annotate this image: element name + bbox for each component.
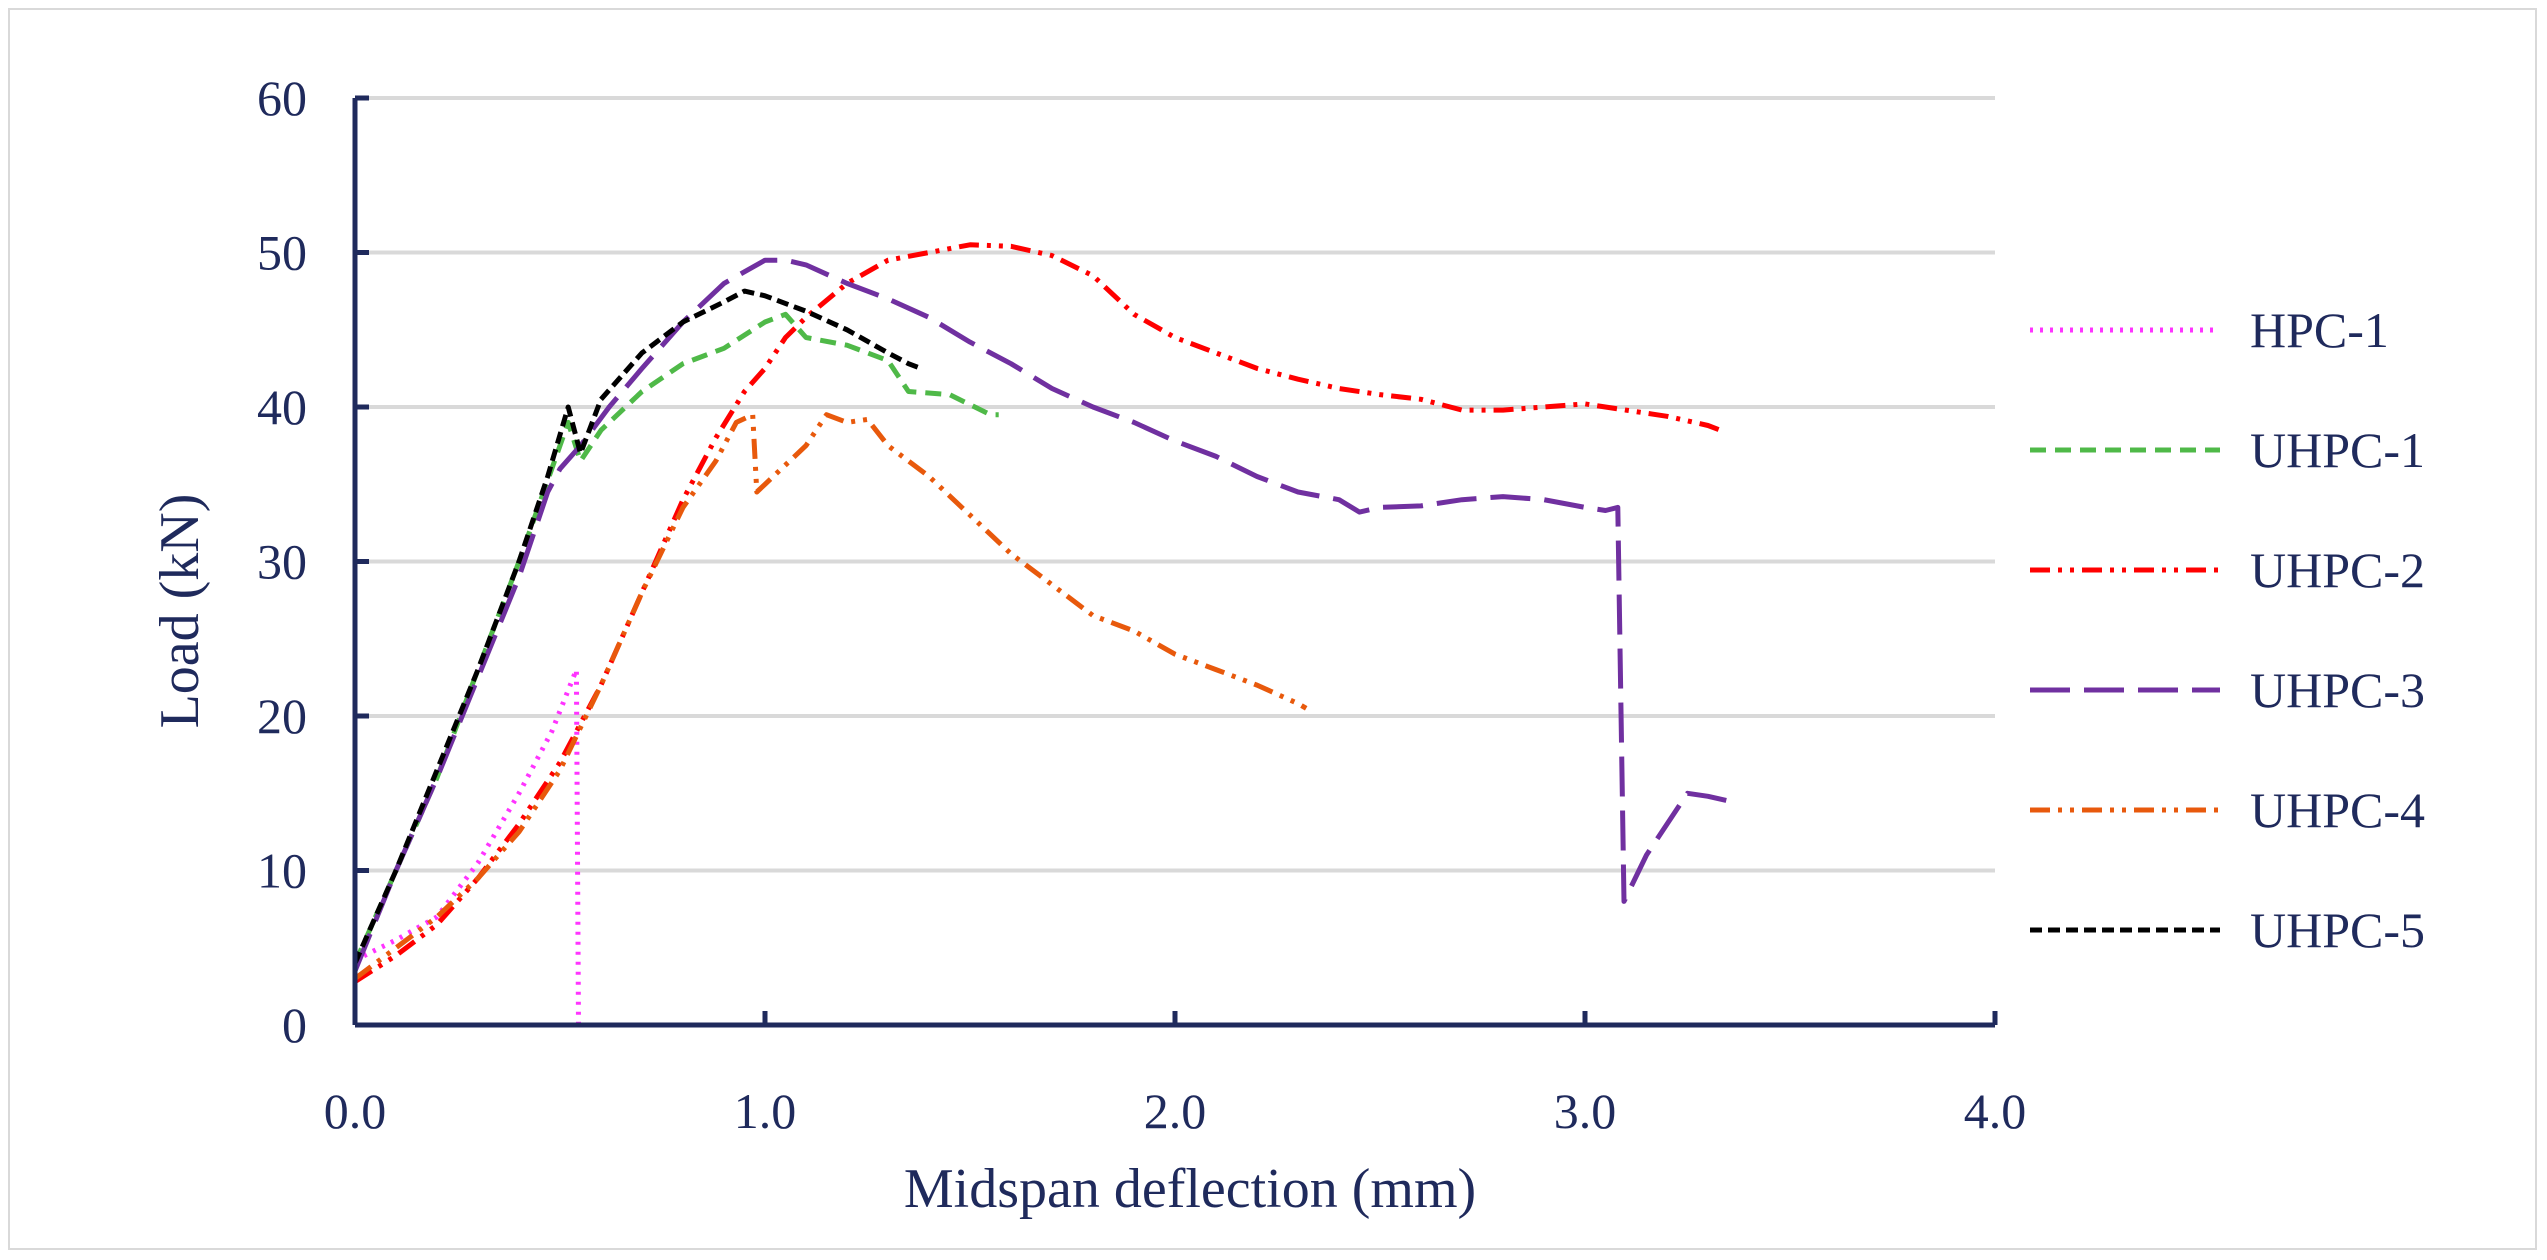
x-tick-label: 2.0 [1144,1083,1207,1139]
chart-frame: 0 10 20 30 40 50 60 0.0 1.0 2.0 3.0 4.0 Midspan def… [8,8,2537,1250]
x-tick-label: 0.0 [324,1083,387,1139]
series-line-hpc-1 [353,667,581,1026]
series-line-uhpc-2 [353,242,1722,984]
x-axis-title: Midspan deflection (mm) [904,1158,1476,1220]
legend-label-uhpc-1: UHPC-1 [2250,422,2425,478]
legend: HPC-1 UHPC-1 UHPC-2 UHPC-3 UHPC-4 UHPC-5 [2030,302,2425,958]
x-tick-label: 1.0 [734,1083,797,1139]
series-line-uhpc-4 [353,412,1308,981]
y-tick-label: 50 [257,225,307,281]
y-tick-label: 30 [257,534,307,590]
y-tick-label: 40 [257,379,307,435]
line-chart: 0 10 20 30 40 50 60 0.0 1.0 2.0 3.0 4.0 Midspan def… [149,70,2425,1220]
series-lines [352,242,1730,1026]
legend-label-uhpc-5: UHPC-5 [2250,902,2425,958]
tick-labels: 0 10 20 30 40 50 60 0.0 1.0 2.0 3.0 4.0 [257,70,2026,1139]
series-line-uhpc-5 [352,288,922,965]
y-tick-label: 10 [257,843,307,899]
gridlines [355,96,1995,873]
legend-label-uhpc-3: UHPC-3 [2250,662,2425,718]
legend-label-hpc-1: HPC-1 [2250,302,2389,358]
series-line-uhpc-3 [352,257,1730,972]
axes [352,95,1998,1028]
series-line-uhpc-1 [352,311,999,965]
y-tick-label: 0 [282,997,307,1053]
y-tick-label: 60 [257,70,307,126]
y-axis-title: Load (kN) [149,494,211,729]
y-tick-label: 20 [257,688,307,744]
legend-label-uhpc-4: UHPC-4 [2250,782,2425,838]
x-tick-label: 4.0 [1964,1083,2027,1139]
x-tick-label: 3.0 [1554,1083,1617,1139]
legend-label-uhpc-2: UHPC-2 [2250,542,2425,598]
